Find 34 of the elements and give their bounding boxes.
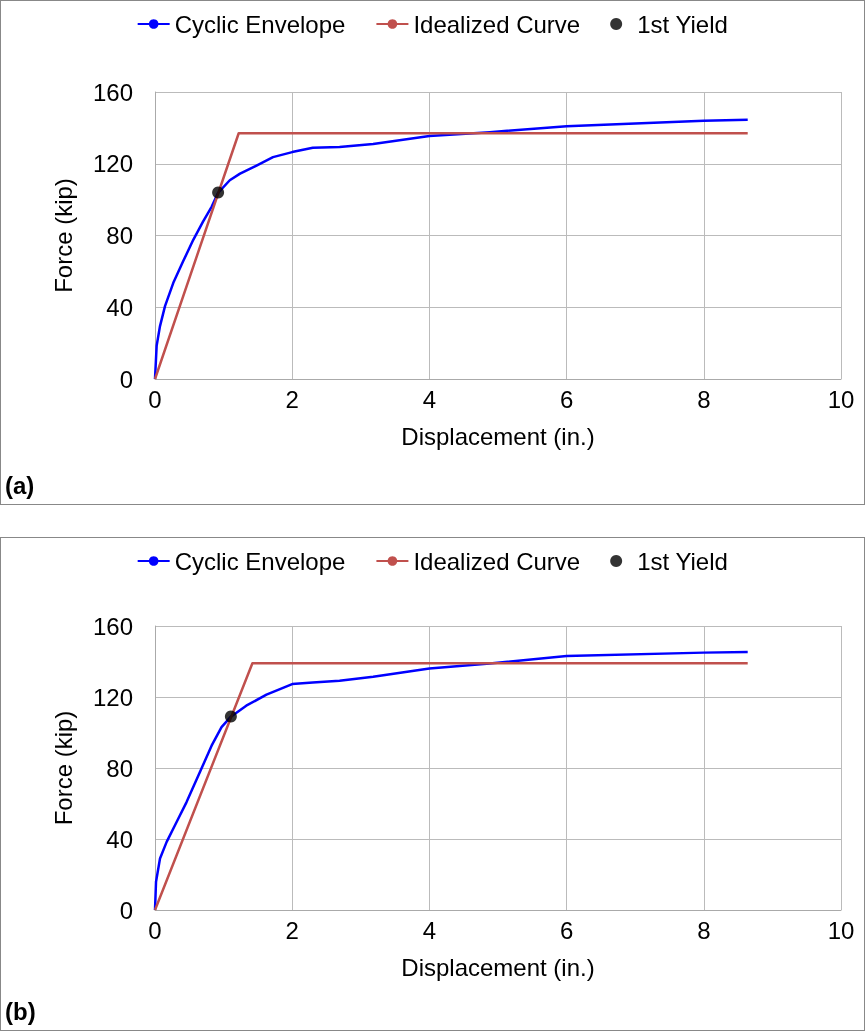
- y-tick-label: 120: [92, 683, 133, 711]
- y-axis-title: Force (kip): [49, 178, 77, 293]
- x-tick-label: 0: [148, 385, 162, 413]
- x-tick-label: 6: [559, 385, 574, 413]
- y-tick-label: 80: [106, 754, 133, 782]
- legend-label: Idealized Curve: [413, 547, 581, 575]
- x-tick-label: 4: [422, 916, 437, 944]
- text: (b): [5, 998, 36, 1026]
- x-tick-label: 2: [285, 385, 299, 413]
- y-tick-label: 160: [92, 78, 133, 106]
- y-tick-label: 160: [92, 612, 133, 640]
- y-axis-title: Force (kip): [49, 710, 77, 826]
- x-tick-label: 8: [697, 916, 711, 944]
- x-tick-label: 6: [559, 916, 574, 944]
- legend-label: Cyclic Envelope: [174, 547, 346, 575]
- y-tick-label: 40: [106, 825, 133, 853]
- y-tick-label: 0: [119, 365, 133, 393]
- y-tick-label: 0: [119, 896, 133, 924]
- text: (a): [5, 472, 35, 500]
- x-tick-label: 10: [827, 385, 855, 413]
- x-tick-label: 8: [697, 385, 711, 413]
- legend-label: 1st Yield: [637, 547, 728, 575]
- y-tick-label: 40: [106, 293, 133, 321]
- x-axis-title: Displacement (in.): [401, 953, 595, 981]
- x-axis-title: Displacement (in.): [401, 422, 595, 450]
- y-tick-label: 80: [106, 222, 133, 249]
- y-tick-label: 120: [92, 150, 133, 178]
- legend-label: 1st Yield: [637, 10, 728, 38]
- legend-label: Idealized Curve: [413, 10, 581, 38]
- x-tick-label: 2: [285, 916, 299, 944]
- x-tick-label: 4: [422, 385, 437, 413]
- x-tick-label: 10: [827, 916, 855, 944]
- legend-label: Cyclic Envelope: [174, 10, 346, 38]
- x-tick-label: 0: [148, 916, 162, 944]
